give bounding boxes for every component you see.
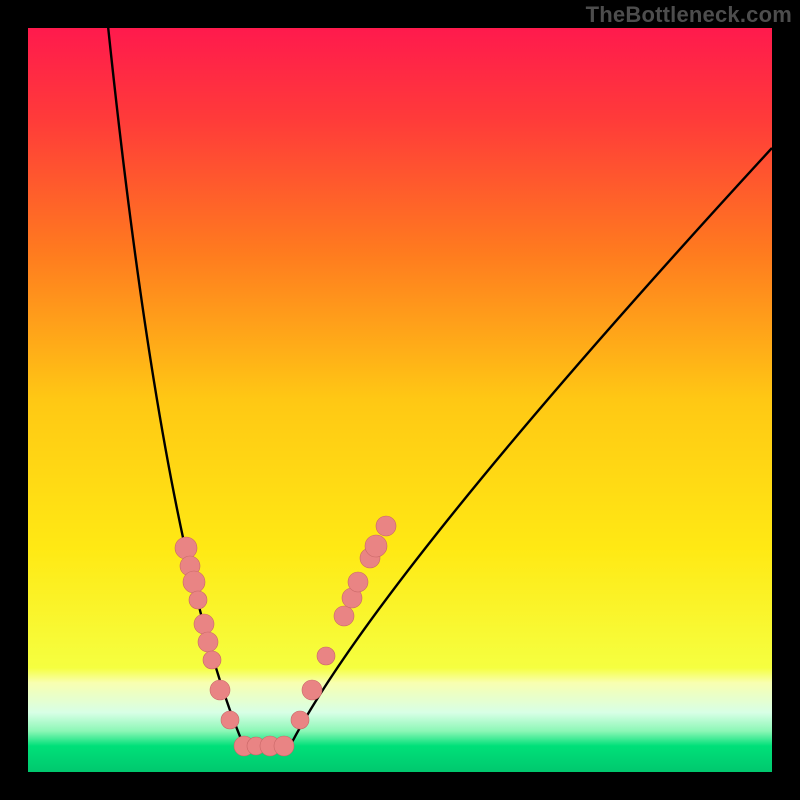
chart-frame: TheBottleneck.com	[0, 0, 800, 800]
chart-svg	[0, 0, 800, 800]
data-marker	[183, 571, 205, 593]
watermark-text: TheBottleneck.com	[586, 2, 792, 28]
data-marker	[274, 736, 294, 756]
data-marker	[348, 572, 368, 592]
data-marker	[302, 680, 322, 700]
data-marker	[365, 535, 387, 557]
data-marker	[203, 651, 221, 669]
data-marker	[175, 537, 197, 559]
data-marker	[376, 516, 396, 536]
gradient-plot-area	[28, 28, 772, 772]
data-marker	[221, 711, 239, 729]
data-marker	[334, 606, 354, 626]
data-marker	[317, 647, 335, 665]
data-marker	[198, 632, 218, 652]
data-marker	[210, 680, 230, 700]
data-marker	[291, 711, 309, 729]
data-marker	[194, 614, 214, 634]
data-marker	[189, 591, 207, 609]
